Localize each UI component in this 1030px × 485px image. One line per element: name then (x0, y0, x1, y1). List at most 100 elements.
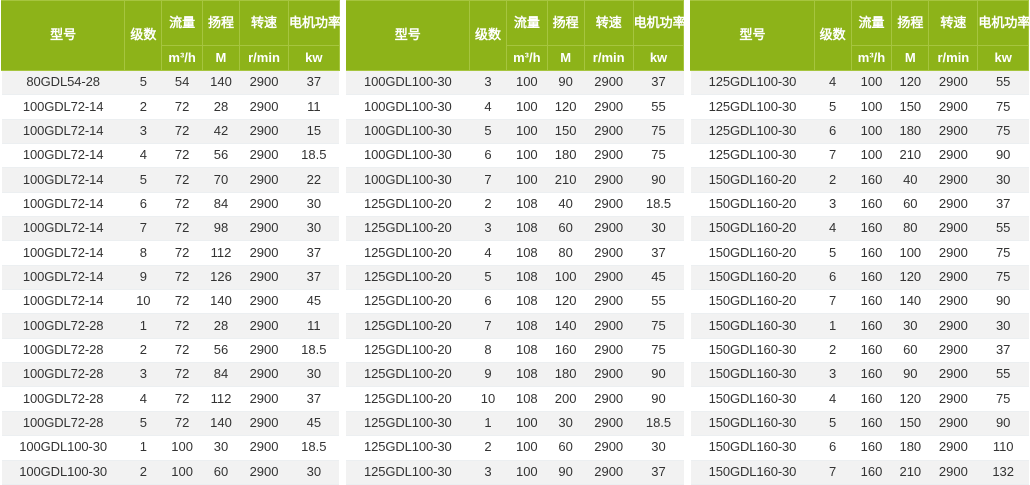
cell-speed: 2900 (928, 70, 978, 96)
table-row: 100GDL100-30 7 100 210 2900 90 (346, 167, 684, 193)
cell-stages: 4 (124, 143, 162, 169)
cell-flow: 72 (161, 119, 203, 145)
cell-speed: 2900 (239, 435, 289, 461)
table-row: 125GDL100-30 4 100 120 2900 55 (690, 70, 1029, 96)
cell-speed: 2900 (239, 386, 289, 412)
table-row: 150GDL160-30 4 160 120 2900 75 (690, 386, 1029, 412)
cell-model: 125GDL100-20 (346, 289, 470, 315)
cell-model: 100GDL72-14 (1, 240, 125, 266)
cell-flow: 72 (161, 313, 203, 339)
cell-power: 37 (633, 240, 684, 266)
cell-flow: 160 (851, 338, 892, 364)
cell-model: 150GDL160-30 (690, 386, 815, 412)
cell-head: 140 (891, 289, 929, 315)
unit-header-flow: m³/h (850, 45, 893, 71)
table-row: 100GDL72-28 2 72 56 2900 18.5 (1, 338, 340, 364)
column-header-head: 扬程 (546, 0, 585, 46)
cell-model: 100GDL100-30 (346, 167, 470, 193)
cell-flow: 72 (161, 240, 203, 266)
cell-stages: 7 (469, 313, 507, 339)
cell-stages: 10 (124, 289, 162, 315)
cell-head: 120 (547, 94, 585, 120)
cell-speed: 2900 (584, 240, 634, 266)
cell-speed: 2900 (239, 216, 289, 242)
cell-model: 100GDL100-30 (346, 94, 470, 120)
cell-flow: 100 (506, 411, 548, 437)
cell-speed: 2900 (584, 460, 634, 485)
table-row: 100GDL72-28 1 72 28 2900 11 (1, 313, 340, 339)
cell-head: 180 (547, 362, 585, 388)
cell-flow: 160 (851, 192, 892, 218)
cell-power: 37 (288, 240, 340, 266)
table-row: 150GDL160-30 1 160 30 2900 30 (690, 313, 1029, 339)
cell-flow: 72 (161, 167, 203, 193)
cell-speed: 2900 (928, 143, 978, 169)
cell-head: 40 (891, 167, 929, 193)
cell-stages: 5 (814, 240, 852, 266)
cell-flow: 108 (506, 265, 548, 291)
cell-stages: 5 (469, 265, 507, 291)
cell-model: 125GDL100-20 (346, 386, 470, 412)
cell-model: 125GDL100-20 (346, 313, 470, 339)
cell-speed: 2900 (928, 338, 978, 364)
cell-speed: 2900 (239, 338, 289, 364)
cell-speed: 2900 (928, 460, 978, 485)
unit-header-head: M (546, 45, 585, 71)
cell-flow: 160 (851, 411, 892, 437)
cell-head: 140 (202, 70, 240, 96)
cell-flow: 160 (851, 313, 892, 339)
table-row: 150GDL160-20 2 160 40 2900 30 (690, 167, 1029, 193)
table-row: 100GDL72-14 9 72 126 2900 37 (1, 265, 340, 291)
cell-stages: 2 (469, 192, 507, 218)
cell-model: 125GDL100-30 (690, 143, 815, 169)
pump-spec-table-right: 型号 级数 流量 扬程 转速 电机功率 m³/h M r/min kw 125G… (690, 0, 1030, 485)
table-body-right: 125GDL100-30 4 100 120 2900 55 125GDL100-30 5 10… (690, 70, 1029, 485)
cell-head: 120 (547, 289, 585, 315)
cell-stages: 6 (124, 192, 162, 218)
column-header-stages: 级数 (468, 0, 508, 71)
column-header-stages: 级数 (813, 0, 852, 71)
column-header-speed: 转速 (239, 0, 289, 46)
cell-head: 150 (891, 411, 929, 437)
cell-model: 125GDL100-20 (346, 240, 470, 266)
table-row: 125GDL100-30 3 100 90 2900 37 (346, 460, 684, 485)
cell-head: 60 (891, 338, 929, 364)
cell-stages: 5 (124, 70, 162, 96)
column-header-power: 电机功率 (632, 0, 686, 46)
cell-power: 18.5 (288, 338, 340, 364)
cell-speed: 2900 (584, 70, 634, 96)
cell-speed: 2900 (239, 167, 289, 193)
cell-speed: 2900 (928, 216, 978, 242)
cell-head: 160 (547, 338, 585, 364)
cell-flow: 108 (506, 216, 548, 242)
cell-speed: 2900 (928, 167, 978, 193)
cell-flow: 72 (161, 94, 203, 120)
cell-power: 75 (633, 119, 684, 145)
cell-power: 22 (288, 167, 340, 193)
cell-head: 126 (202, 265, 240, 291)
cell-stages: 7 (814, 143, 852, 169)
cell-flow: 72 (161, 143, 203, 169)
cell-stages: 3 (814, 362, 852, 388)
cell-head: 140 (547, 313, 585, 339)
table-row: 100GDL100-30 6 100 180 2900 75 (346, 143, 684, 169)
cell-model: 100GDL72-14 (1, 167, 125, 193)
cell-model: 100GDL72-28 (1, 338, 125, 364)
cell-stages: 3 (469, 70, 507, 96)
table-row: 100GDL72-14 4 72 56 2900 18.5 (1, 143, 340, 169)
cell-speed: 2900 (239, 94, 289, 120)
table-row: 125GDL100-20 5 108 100 2900 45 (346, 265, 684, 291)
table-wrapper-left: 型号 级数 流量 扬程 转速 电机功率 m³/h M r/min kw 80GD… (0, 0, 341, 485)
cell-flow: 72 (161, 192, 203, 218)
cell-head: 30 (891, 313, 929, 339)
cell-stages: 3 (124, 119, 162, 145)
cell-head: 30 (202, 435, 240, 461)
table-row: 125GDL100-20 10 108 200 2900 90 (346, 386, 684, 412)
cell-stages: 2 (469, 435, 507, 461)
cell-model: 150GDL160-30 (690, 460, 815, 485)
cell-flow: 100 (851, 70, 892, 96)
table-row: 125GDL100-20 7 108 140 2900 75 (346, 313, 684, 339)
cell-speed: 2900 (928, 265, 978, 291)
cell-speed: 2900 (928, 411, 978, 437)
cell-power: 55 (977, 216, 1029, 242)
